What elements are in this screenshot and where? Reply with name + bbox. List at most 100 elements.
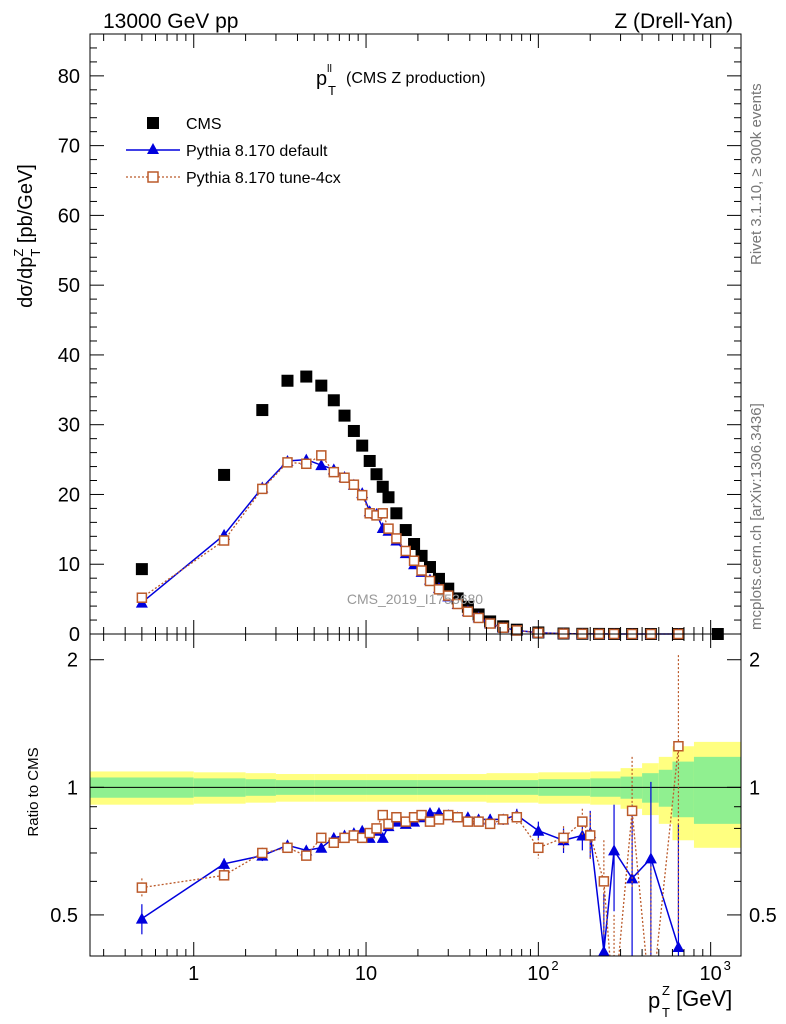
svg-text:Z: Z <box>662 983 670 998</box>
legend-marker-default <box>147 143 159 154</box>
default-ratio-point <box>423 806 436 818</box>
default-ratio-point <box>315 841 328 853</box>
tune-ratio-point <box>511 811 523 823</box>
tune-point <box>301 458 312 470</box>
ratio-y-tick-label: 1 <box>67 777 78 799</box>
tune-ratio-point <box>383 818 394 830</box>
observable-subscript: T <box>328 83 336 98</box>
default-ratio-point <box>644 852 657 864</box>
tune-ratio-point <box>416 809 427 821</box>
legend-entry-cms: CMS <box>147 116 222 133</box>
tune-ratio-point <box>598 876 610 887</box>
svg-text:T: T <box>662 1005 670 1020</box>
tune-ratio-point <box>626 805 638 817</box>
legend-entry-tune: Pythia 8.170 tune-4cx <box>126 170 341 187</box>
cms-data-point <box>399 524 412 537</box>
cms-data-point <box>423 561 436 574</box>
main-y-tick-label: 50 <box>58 275 80 297</box>
default-ratio-point <box>135 912 148 924</box>
cms-data-point <box>376 480 389 493</box>
tune-point <box>452 598 463 610</box>
tune-point <box>484 618 496 629</box>
tune-ratio-point <box>533 842 544 854</box>
tune-ratio-point <box>316 832 327 844</box>
tune-ratio-point <box>391 811 402 823</box>
legend-label-default: Pythia 8.170 default <box>186 143 328 160</box>
observable-symbol: p <box>316 68 327 90</box>
cms-data-point <box>218 468 231 481</box>
tune-ratio-point <box>377 809 388 821</box>
ratio-ylabel: Ratio to CMS <box>25 747 42 836</box>
tune-ratio-point <box>371 823 382 834</box>
cms-data-point <box>408 538 421 550</box>
ratio-y-tick-label-right: 2 <box>749 650 760 672</box>
tune-ratio-point <box>328 837 340 849</box>
band-inner-segment <box>658 769 673 807</box>
tune-ratio-point <box>257 847 268 859</box>
x-tick-label: 10 <box>355 963 377 985</box>
main-y-tick-label: 70 <box>58 136 80 158</box>
tune-ratio-point <box>558 832 569 844</box>
ratio-y-tick-label-right: 1 <box>749 777 760 799</box>
tune-ratio-point <box>282 842 293 854</box>
main-y-tick-label: 80 <box>58 66 80 88</box>
legend-marker-cms <box>147 117 159 129</box>
legend-entry-default: Pythia 8.170 default <box>126 143 328 160</box>
tune-ratio-point <box>484 818 496 830</box>
band-inner-segment <box>693 756 741 824</box>
tune-ratio-point <box>473 816 484 827</box>
main-y-tick-label: 10 <box>58 554 80 576</box>
legend-label-tune: Pythia 8.170 tune-4cx <box>186 170 341 187</box>
data-series <box>135 370 724 1013</box>
main-y-tick-label: 60 <box>58 205 80 227</box>
default-ratio-point <box>672 941 685 953</box>
default-ratio-point <box>376 831 389 843</box>
observable-description: (CMS Z production) <box>346 70 486 87</box>
ratio-panel-series <box>135 655 685 1013</box>
default-ratio-point <box>598 945 610 956</box>
ratio-y-tick-label-right: 0.5 <box>749 905 777 927</box>
tune-point <box>497 622 509 633</box>
observable-label: p ll T (CMS Z production) <box>316 63 486 98</box>
tune-point <box>424 575 436 587</box>
cms-data-point <box>338 409 351 422</box>
tune-ratio-point <box>218 870 230 881</box>
cms-data-point <box>256 404 269 417</box>
cms-data-point <box>327 394 340 407</box>
legend-label-cms: CMS <box>186 116 222 133</box>
main-ylabel: dσ/dpZ T [pb/GeV] <box>11 164 43 308</box>
tune-point <box>356 489 368 501</box>
tune-point <box>316 450 327 461</box>
uncertainty-band <box>90 741 741 848</box>
default-ratio-point <box>218 857 231 869</box>
cms-data-point <box>432 572 445 585</box>
cms-data-point <box>370 468 383 481</box>
tune-point <box>416 565 427 576</box>
tune-ratio-point <box>673 740 684 752</box>
tune-ratio-point <box>584 830 596 841</box>
tune-ratio-point <box>443 809 454 821</box>
cms-data-point <box>363 454 376 467</box>
tune-point <box>473 612 484 624</box>
tune-ratio-point <box>424 816 436 827</box>
energy-label: 13000 GeV pp <box>103 10 238 33</box>
tune-point <box>377 508 388 519</box>
tune-ratio-point <box>610 1004 619 1013</box>
ratio-y-tick-label: 0.5 <box>50 905 78 927</box>
x-axis-title: p Z T [GeV] <box>648 983 732 1020</box>
main-y-tick-label: 40 <box>58 345 80 367</box>
tune-point <box>391 533 402 544</box>
tune-ratio-point <box>462 816 474 827</box>
tune-point <box>462 606 474 617</box>
cms-data-point <box>135 563 148 576</box>
x-tick-label: 10 <box>700 963 722 985</box>
x-tick-exponent: 2 <box>551 958 558 973</box>
process-label: Z (Drell-Yan) <box>614 10 733 33</box>
tune-point <box>257 483 268 495</box>
tune-point <box>339 472 350 483</box>
svg-text:[GeV]: [GeV] <box>676 986 732 1011</box>
ratio-y-tick-label: 2 <box>67 650 78 672</box>
tune-ratio-point <box>301 850 312 861</box>
svg-text:Ratio to CMS: Ratio to CMS <box>25 747 42 836</box>
